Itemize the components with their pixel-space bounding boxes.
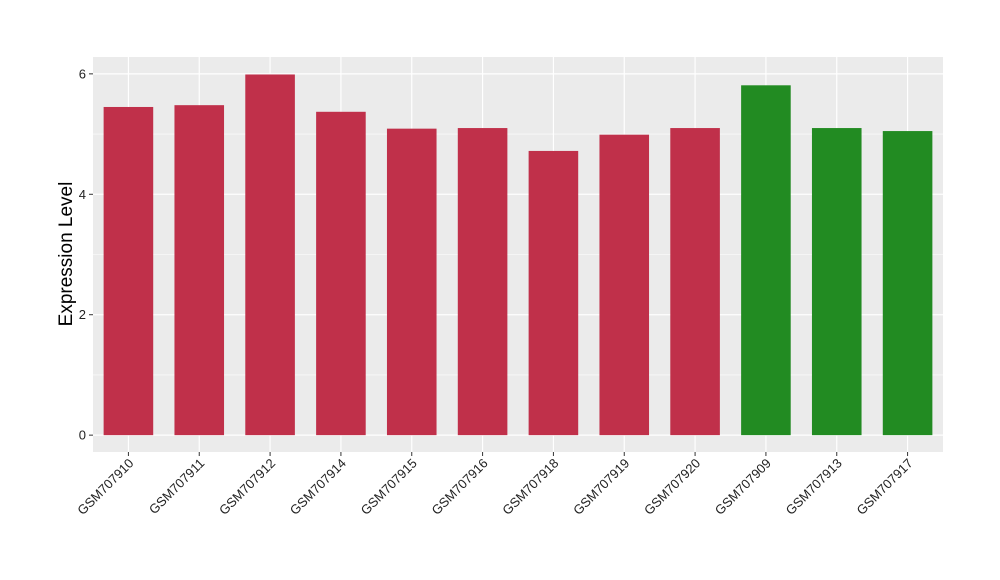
bar <box>882 131 933 436</box>
x-tick-label: GSM707918 <box>499 456 561 518</box>
bar <box>316 111 366 436</box>
x-tick-label: GSM707917 <box>853 456 915 518</box>
y-axis: 0 2 4 6 <box>79 66 93 443</box>
x-tick-label: GSM707909 <box>712 456 774 518</box>
y-axis-title: Expression Level <box>56 182 77 327</box>
bar <box>599 134 650 436</box>
bar <box>811 128 862 436</box>
x-tick-label: GSM707910 <box>74 456 136 518</box>
bar <box>174 105 225 436</box>
bar <box>670 128 720 436</box>
bar <box>103 106 154 436</box>
y-tick-label: 4 <box>79 187 86 202</box>
bars <box>103 74 933 436</box>
bar <box>457 128 508 436</box>
y-tick-label: 6 <box>79 66 86 81</box>
bar <box>386 128 437 436</box>
bar <box>245 74 295 436</box>
bar <box>528 150 579 436</box>
x-tick-label: GSM707915 <box>358 456 420 518</box>
x-tick-label: GSM707916 <box>428 456 490 518</box>
x-tick-label: GSM707914 <box>287 456 349 518</box>
x-axis: GSM707910 GSM707911 GSM707912 GSM707914 GSM7… <box>74 452 916 518</box>
y-tick-label: 0 <box>79 428 86 443</box>
x-tick-label: GSM707912 <box>216 456 278 518</box>
y-tick-label: 2 <box>79 307 86 322</box>
x-tick-label: GSM707919 <box>570 456 632 518</box>
bar <box>741 85 791 436</box>
x-tick-label: GSM707913 <box>783 456 845 518</box>
x-tick-label: GSM707911 <box>146 456 208 518</box>
x-tick-label: GSM707920 <box>641 456 703 518</box>
